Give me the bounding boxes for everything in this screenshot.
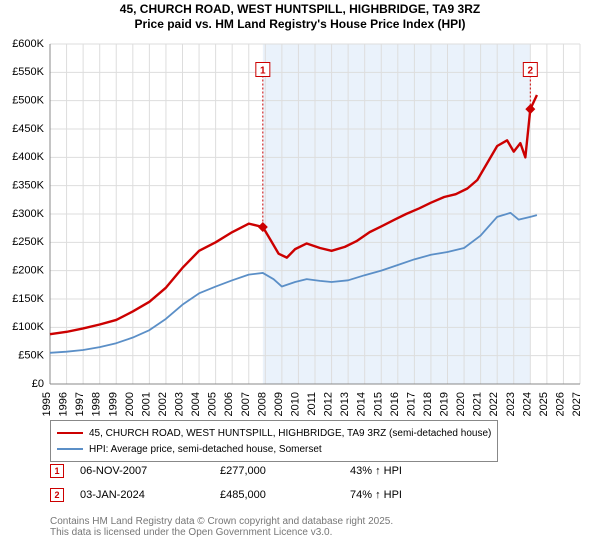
svg-text:£450K: £450K — [12, 123, 44, 135]
svg-text:£200K: £200K — [12, 265, 44, 277]
svg-text:£350K: £350K — [12, 180, 44, 192]
svg-text:2019: 2019 — [439, 392, 451, 416]
svg-text:2006: 2006 — [223, 392, 235, 416]
svg-text:2012: 2012 — [323, 392, 335, 416]
svg-text:2009: 2009 — [273, 392, 285, 416]
svg-text:2000: 2000 — [124, 392, 136, 416]
svg-text:£500K: £500K — [12, 95, 44, 107]
svg-text:£250K: £250K — [12, 236, 44, 248]
svg-text:1999: 1999 — [107, 392, 119, 416]
footer-line2: This data is licensed under the Open Gov… — [50, 527, 393, 538]
svg-text:1: 1 — [260, 66, 266, 77]
svg-text:£550K: £550K — [12, 66, 44, 78]
svg-text:£400K: £400K — [12, 151, 44, 163]
legend: 45, CHURCH ROAD, WEST HUNTSPILL, HIGHBRI… — [50, 420, 498, 462]
svg-text:2024: 2024 — [521, 392, 533, 416]
svg-text:2003: 2003 — [174, 392, 186, 416]
svg-text:£600K: £600K — [12, 38, 44, 50]
legend-swatch — [57, 432, 83, 434]
datapoint-row-1: 1 06-NOV-2007£277,00043% ↑ HPI — [50, 464, 470, 478]
datapoint-marker: 1 — [50, 464, 64, 478]
svg-text:2026: 2026 — [554, 392, 566, 416]
svg-text:2013: 2013 — [339, 392, 351, 416]
datapoint-date: 06-NOV-2007 — [80, 465, 220, 477]
svg-text:2: 2 — [528, 66, 534, 77]
footer-line1: Contains HM Land Registry data © Crown c… — [50, 516, 393, 527]
datapoint-delta: 43% ↑ HPI — [350, 465, 470, 477]
figure-root: 45, CHURCH ROAD, WEST HUNTSPILL, HIGHBRI… — [0, 0, 600, 560]
svg-text:2021: 2021 — [472, 392, 484, 416]
svg-text:1996: 1996 — [58, 392, 70, 416]
svg-text:2025: 2025 — [538, 392, 550, 416]
legend-swatch — [57, 448, 83, 450]
svg-text:1998: 1998 — [91, 392, 103, 416]
svg-text:2015: 2015 — [372, 392, 384, 416]
svg-text:2022: 2022 — [488, 392, 500, 416]
datapoint-row-2: 2 03-JAN-2024£485,00074% ↑ HPI — [50, 488, 470, 502]
svg-text:2008: 2008 — [256, 392, 268, 416]
line-chart: £0 £50K £100K £150K £200K £250K £300K £350K £400… — [0, 0, 600, 440]
svg-text:2001: 2001 — [140, 392, 152, 416]
svg-text:2004: 2004 — [190, 392, 202, 416]
legend-label: HPI: Average price, semi-detached house,… — [89, 444, 322, 455]
svg-text:2020: 2020 — [455, 392, 467, 416]
datapoint-price: £485,000 — [220, 489, 350, 501]
svg-text:2007: 2007 — [240, 392, 252, 416]
svg-text:2027: 2027 — [571, 392, 583, 416]
svg-text:2017: 2017 — [405, 392, 417, 416]
datapoint-delta: 74% ↑ HPI — [350, 489, 470, 501]
legend-row-price_paid: 45, CHURCH ROAD, WEST HUNTSPILL, HIGHBRI… — [57, 425, 491, 441]
svg-text:£300K: £300K — [12, 208, 44, 220]
svg-text:2016: 2016 — [389, 392, 401, 416]
legend-row-hpi: HPI: Average price, semi-detached house,… — [57, 441, 491, 457]
footer-text: Contains HM Land Registry data © Crown c… — [50, 516, 393, 538]
svg-text:£100K: £100K — [12, 321, 44, 333]
datapoint-marker: 2 — [50, 488, 64, 502]
svg-text:£50K: £50K — [18, 350, 44, 362]
legend-label: 45, CHURCH ROAD, WEST HUNTSPILL, HIGHBRI… — [89, 428, 491, 439]
svg-text:2014: 2014 — [356, 392, 368, 416]
svg-text:2018: 2018 — [422, 392, 434, 416]
svg-text:£0: £0 — [32, 378, 44, 390]
svg-text:1995: 1995 — [41, 392, 53, 416]
svg-text:2002: 2002 — [157, 392, 169, 416]
svg-text:£150K: £150K — [12, 293, 44, 305]
svg-text:2023: 2023 — [505, 392, 517, 416]
svg-text:1997: 1997 — [74, 392, 86, 416]
svg-text:2005: 2005 — [207, 392, 219, 416]
svg-text:2010: 2010 — [289, 392, 301, 416]
svg-text:2011: 2011 — [306, 392, 318, 416]
datapoint-date: 03-JAN-2024 — [80, 489, 220, 501]
datapoint-price: £277,000 — [220, 465, 350, 477]
